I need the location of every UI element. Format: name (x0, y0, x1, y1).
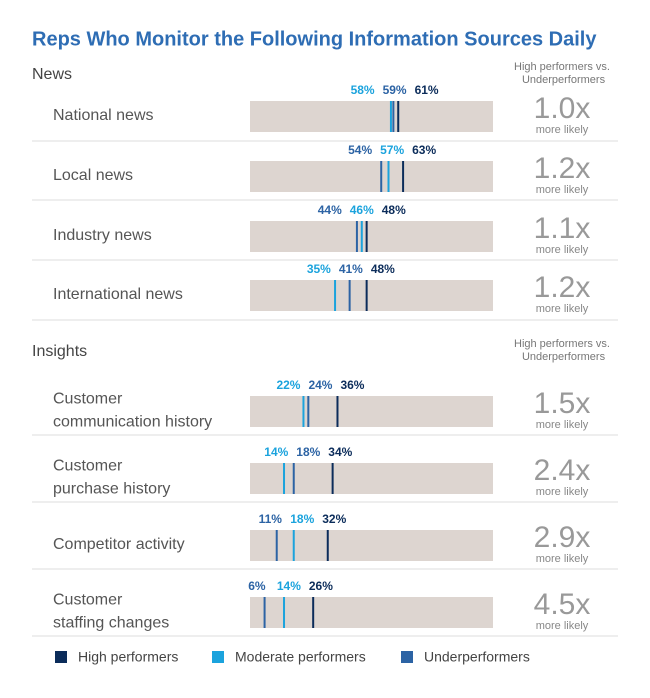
bar-track (250, 396, 493, 427)
value-label: 34% (328, 445, 352, 459)
row-label: purchase history (53, 481, 170, 498)
value-label: 35% (307, 262, 331, 276)
value-label: 11% (259, 512, 283, 526)
ratio: 2.9x (534, 521, 591, 554)
value-label: 14% (277, 579, 301, 593)
value-label: 18% (296, 445, 320, 459)
bar-track (250, 530, 493, 561)
value-label: 63% (412, 143, 436, 157)
row-label: Industry news (53, 227, 152, 244)
row-label: International news (53, 286, 183, 303)
value-label: 57% (380, 143, 404, 157)
legend-label: High performers (78, 649, 178, 665)
value-label: 6% (248, 579, 266, 593)
row-label: communication history (53, 414, 212, 431)
value-label: 48% (371, 262, 395, 276)
legend-swatch (401, 651, 413, 663)
ratio-note: more likely (536, 124, 589, 136)
column-header: High performers vs. Underperformers (514, 61, 610, 86)
legend-label: Moderate performers (235, 649, 366, 665)
ratio-note: more likely (536, 419, 589, 431)
value-label: 18% (290, 512, 314, 526)
ratio: 1.0x (534, 92, 591, 125)
chart-title: Reps Who Monitor the Following Informati… (32, 28, 597, 50)
row-label: Customer (53, 458, 123, 475)
ratio: 1.2x (534, 271, 591, 304)
row-label: Local news (53, 167, 133, 184)
value-label: 41% (339, 262, 363, 276)
ratio: 4.5x (534, 588, 591, 621)
value-label: 36% (340, 378, 364, 392)
section-title: Insights (32, 343, 87, 360)
row-label: Competitor activity (53, 536, 185, 553)
ratio-note: more likely (536, 244, 589, 256)
row-label: staffing changes (53, 615, 169, 632)
bar-track (250, 280, 493, 311)
value-label: 44% (318, 203, 342, 217)
value-label: 22% (276, 378, 300, 392)
value-label: 14% (264, 445, 288, 459)
value-label: 59% (383, 83, 407, 97)
ratio: 1.2x (534, 152, 591, 185)
bar-track (250, 463, 493, 494)
bar-track (250, 161, 493, 192)
ratio: 1.5x (534, 387, 591, 420)
value-label: 61% (415, 83, 439, 97)
value-label: 48% (382, 203, 406, 217)
row-label: National news (53, 107, 154, 124)
ratio-note: more likely (536, 553, 589, 565)
row-label: Customer (53, 391, 123, 408)
legend-swatch (212, 651, 224, 663)
ratio-note: more likely (536, 184, 589, 196)
ratio-note: more likely (536, 486, 589, 498)
value-label: 46% (350, 203, 374, 217)
value-label: 26% (309, 579, 333, 593)
bar-track (250, 597, 493, 628)
row-label: Customer (53, 592, 123, 609)
ratio: 2.4x (534, 454, 591, 487)
ratio-note: more likely (536, 620, 589, 632)
bar-track (250, 221, 493, 252)
legend-label: Underperformers (424, 649, 530, 665)
bar-track (250, 101, 493, 132)
legend-swatch (55, 651, 67, 663)
section-title: News (32, 66, 72, 83)
value-label: 24% (308, 378, 332, 392)
column-header: High performers vs. Underperformers (514, 338, 610, 363)
value-label: 54% (348, 143, 372, 157)
value-label: 32% (322, 512, 346, 526)
ratio: 1.1x (534, 212, 591, 245)
value-label: 58% (351, 83, 375, 97)
ratio-note: more likely (536, 303, 589, 315)
